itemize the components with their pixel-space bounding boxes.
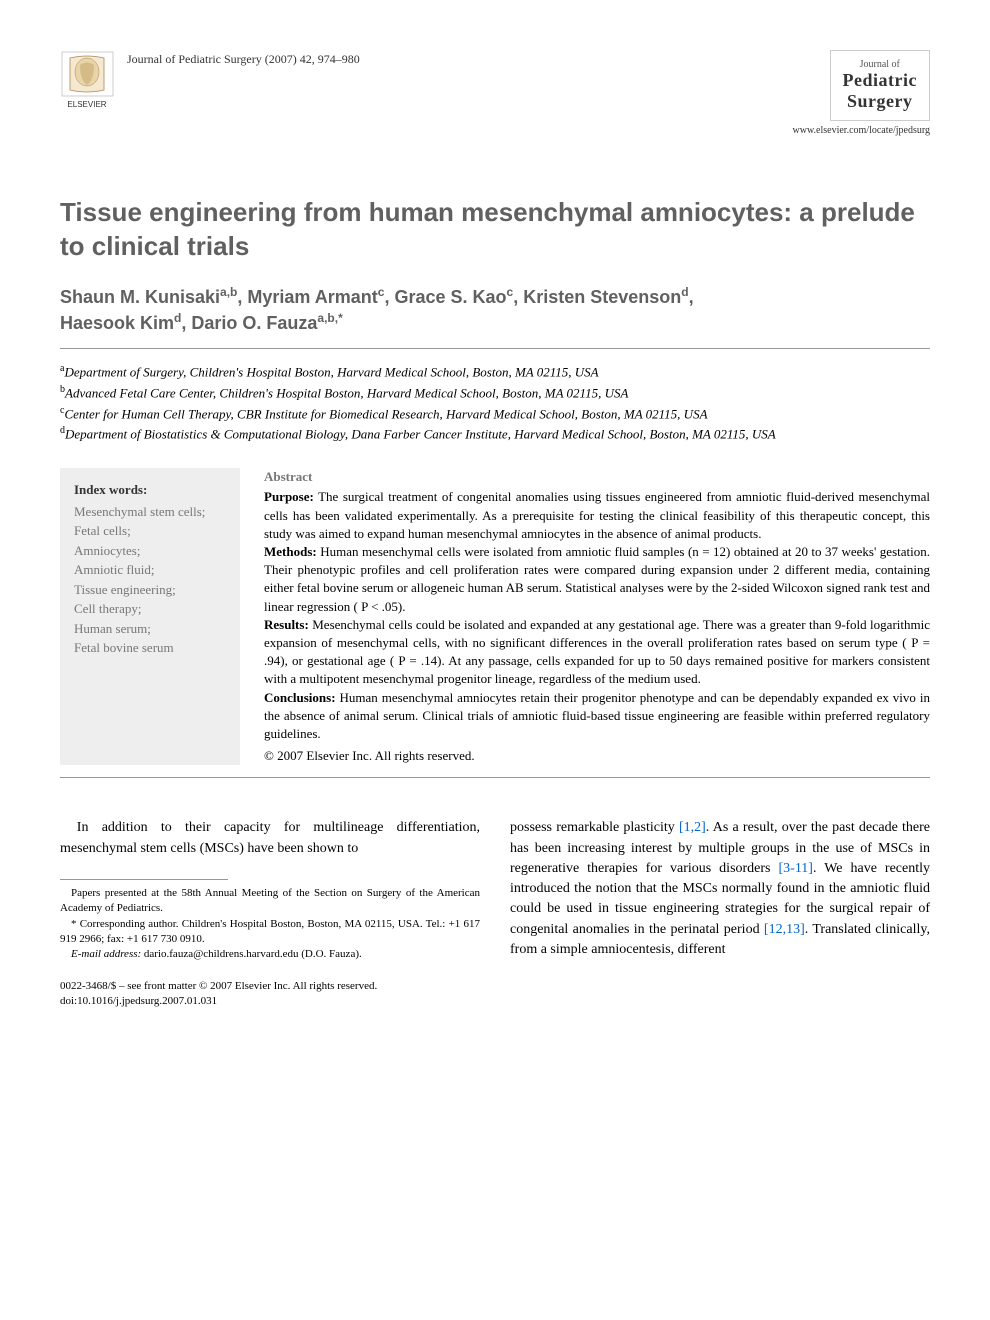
author-sep: , — [689, 287, 694, 307]
front-matter-line: 0022-3468/$ – see front matter © 2007 El… — [60, 979, 480, 994]
header-right: Journal of Pediatric Surgery www.elsevie… — [793, 50, 930, 136]
author-name: , Myriam Armant — [237, 287, 377, 307]
affiliation: aDepartment of Surgery, Children's Hospi… — [60, 361, 930, 382]
abstract-text: The surgical treatment of congenital ano… — [264, 489, 930, 540]
page-header: ELSEVIER Journal of Pediatric Surgery (2… — [60, 50, 930, 136]
journal-reference: Journal of Pediatric Surgery (2007) 42, … — [127, 50, 360, 67]
abstract-label: Methods: — [264, 544, 317, 559]
email-label: E-mail address: — [71, 948, 141, 960]
abstract-text: Human mesenchymal amniocytes retain thei… — [264, 690, 930, 741]
affil-text: Department of Biostatistics & Computatio… — [65, 427, 776, 442]
footnote-presented: Papers presented at the 58th Annual Meet… — [60, 886, 480, 917]
footnote-corresponding: * Corresponding author. Children's Hospi… — [60, 917, 480, 948]
elsevier-logo: ELSEVIER — [60, 50, 115, 110]
email-address[interactable]: dario.fauza@childrens.harvard.edu (D.O. … — [141, 948, 362, 960]
affil-text: Advanced Fetal Care Center, Children's H… — [65, 385, 628, 400]
footnote-divider — [60, 879, 228, 880]
author-name: , Dario O. Fauza — [181, 313, 317, 333]
svg-text:ELSEVIER: ELSEVIER — [67, 100, 106, 109]
author-affil-sup: a,b — [220, 285, 237, 299]
header-left: ELSEVIER Journal of Pediatric Surgery (2… — [60, 50, 360, 110]
body-right-column: possess remarkable plasticity [1,2]. As … — [510, 818, 930, 1009]
keywords-abstract-row: Index words: Mesenchymal stem cells; Fet… — [60, 468, 930, 765]
article-page: ELSEVIER Journal of Pediatric Surgery (2… — [0, 0, 990, 1060]
article-title: Tissue engineering from human mesenchyma… — [60, 196, 930, 264]
author-name: Haesook Kim — [60, 313, 174, 333]
keywords-box: Index words: Mesenchymal stem cells; Fet… — [60, 468, 240, 765]
footnotes-block: Papers presented at the 58th Annual Meet… — [60, 886, 480, 963]
abstract-label: Conclusions: — [264, 690, 336, 705]
journal-brand-box: Journal of Pediatric Surgery — [830, 50, 930, 121]
abstract-purpose: Purpose: The surgical treatment of conge… — [264, 488, 930, 543]
body-paragraph: possess remarkable plasticity [1,2]. As … — [510, 818, 930, 960]
author-name: , Grace S. Kao — [384, 287, 506, 307]
abstract-conclusions: Conclusions: Human mesenchymal amniocyte… — [264, 689, 930, 744]
keywords-list: Mesenchymal stem cells; Fetal cells; Amn… — [74, 502, 226, 658]
body-text: possess remarkable plasticity — [510, 820, 679, 835]
doi-line: doi:10.1016/j.jpedsurg.2007.01.031 — [60, 994, 480, 1009]
footnote-email: E-mail address: dario.fauza@childrens.ha… — [60, 947, 480, 962]
author-name: , Kristen Stevenson — [513, 287, 681, 307]
abstract-copyright: © 2007 Elsevier Inc. All rights reserved… — [264, 747, 930, 765]
abstract-heading: Abstract — [264, 468, 930, 486]
journal-brand-main: Pediatric — [843, 70, 917, 91]
journal-url[interactable]: www.elsevier.com/locate/jpedsurg — [793, 125, 930, 136]
abstract-column: Abstract Purpose: The surgical treatment… — [264, 468, 930, 765]
author-name: Shaun M. Kunisaki — [60, 287, 220, 307]
abstract-results: Results: Mesenchymal cells could be isol… — [264, 616, 930, 689]
authors-block: Shaun M. Kunisakia,b, Myriam Armantc, Gr… — [60, 284, 930, 336]
abstract-label: Results: — [264, 617, 309, 632]
abstract-text: Human mesenchymal cells were isolated fr… — [264, 544, 930, 614]
title-section: Tissue engineering from human mesenchyma… — [60, 196, 930, 264]
keywords-heading: Index words: — [74, 480, 226, 500]
body-left-column: In addition to their capacity for multil… — [60, 818, 480, 1009]
journal-brand-top: Journal of — [843, 59, 917, 70]
author-affil-sup: a,b,* — [317, 311, 342, 325]
section-divider — [60, 348, 930, 349]
abstract-text: Mesenchymal cells could be isolated and … — [264, 617, 930, 687]
citation-link[interactable]: [12,13] — [764, 922, 805, 937]
body-paragraph: In addition to their capacity for multil… — [60, 818, 480, 859]
affiliation: cCenter for Human Cell Therapy, CBR Inst… — [60, 403, 930, 424]
abstract-methods: Methods: Human mesenchymal cells were is… — [264, 543, 930, 616]
section-divider — [60, 777, 930, 778]
body-columns: In addition to their capacity for multil… — [60, 818, 930, 1009]
citation-link[interactable]: [3-11] — [779, 861, 813, 876]
citation-link[interactable]: [1,2] — [679, 820, 706, 835]
doi-block: 0022-3468/$ – see front matter © 2007 El… — [60, 979, 480, 1010]
affiliations-block: aDepartment of Surgery, Children's Hospi… — [60, 361, 930, 444]
author-affil-sup: d — [681, 285, 688, 299]
affil-text: Center for Human Cell Therapy, CBR Insti… — [64, 406, 707, 421]
affiliation: dDepartment of Biostatistics & Computati… — [60, 423, 930, 444]
abstract-label: Purpose: — [264, 489, 314, 504]
affiliation: bAdvanced Fetal Care Center, Children's … — [60, 382, 930, 403]
journal-brand-sub: Surgery — [843, 91, 917, 112]
affil-text: Department of Surgery, Children's Hospit… — [64, 364, 598, 379]
